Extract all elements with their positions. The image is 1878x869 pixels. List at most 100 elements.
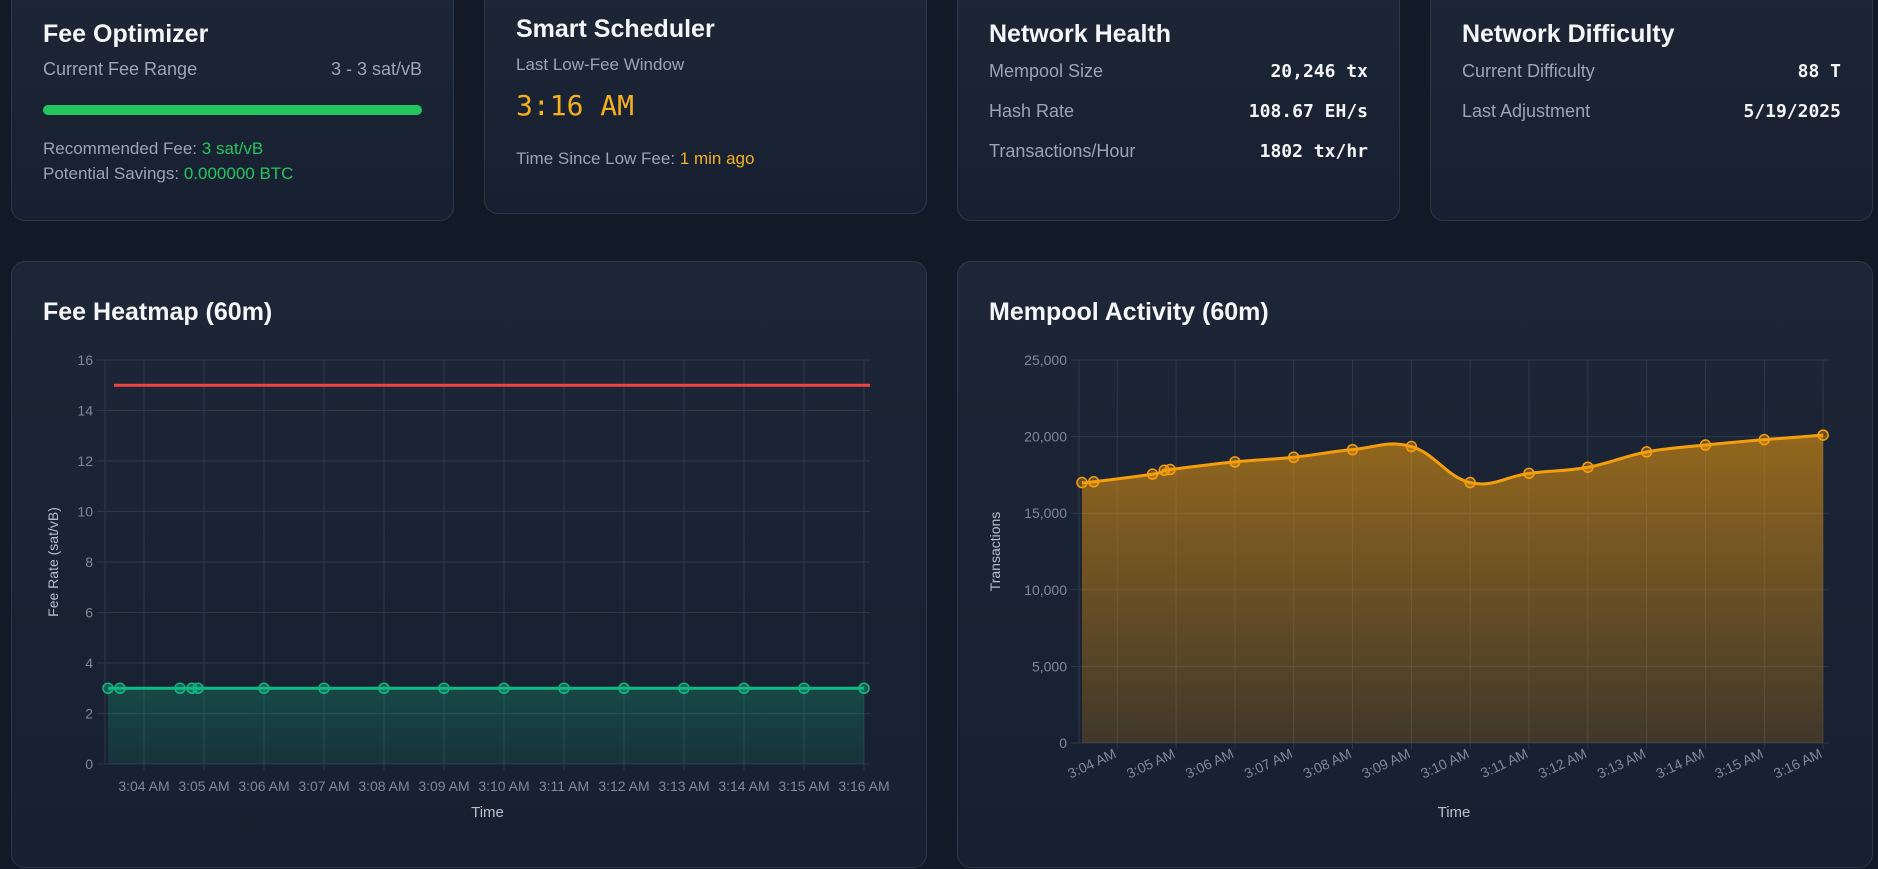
metric-value: 5/19/2025 — [1743, 101, 1841, 122]
x-axis-title: Time — [471, 804, 504, 821]
data-point — [438, 682, 450, 694]
low-fee-window-label: Last Low-Fee Window — [516, 55, 685, 74]
fee-range-bar — [43, 105, 422, 115]
card-title: Network Difficulty — [1462, 20, 1675, 48]
data-point — [1523, 467, 1535, 480]
y-tick-label: 4 — [85, 655, 93, 671]
data-point — [1699, 439, 1712, 451]
x-tick-label: 3:04 AM — [118, 778, 169, 794]
x-tick-label: 3:09 AM — [1359, 745, 1412, 781]
card-title: Mempool Activity (60m) — [989, 298, 1269, 326]
data-point — [192, 682, 204, 694]
y-tick-label: 12 — [77, 453, 93, 469]
data-point — [1287, 451, 1300, 464]
metric-label: Transactions/Hour — [989, 141, 1136, 161]
x-tick-label: 3:16 AM — [1771, 745, 1824, 781]
data-point — [1464, 476, 1476, 489]
x-tick-label: 3:09 AM — [418, 778, 469, 794]
y-tick-label: 6 — [85, 605, 93, 621]
x-tick-label: 3:15 AM — [1712, 745, 1765, 781]
x-tick-label: 3:12 AM — [598, 778, 649, 794]
data-point — [1229, 456, 1241, 468]
x-tick-label: 3:12 AM — [1536, 745, 1589, 781]
x-axis-title: Time — [1438, 804, 1471, 821]
x-tick-label: 3:07 AM — [1242, 745, 1295, 781]
y-axis-title: Transactions — [987, 512, 1003, 592]
fee-heatmap-card: Fee Heatmap (60m) 0 2 4 6 8 10 12 14 16 3:04 AM 3:… — [11, 261, 927, 868]
fee-range-bar-fill — [43, 105, 422, 115]
x-tick-label: 3:10 AM — [1418, 745, 1471, 781]
recommended-fee-label: Recommended Fee: — [43, 139, 198, 158]
potential-savings-value: 0.000000 BTC — [183, 164, 294, 183]
series-area — [1081, 435, 1824, 743]
y-tick-label: 20,000 — [1024, 429, 1067, 445]
y-tick-label: 15,000 — [1024, 505, 1067, 521]
metric-value: 88 T — [1797, 61, 1841, 82]
x-tick-label: 3:08 AM — [358, 778, 409, 794]
data-point — [174, 682, 186, 694]
metric-value: 1802 tx/hr — [1259, 141, 1368, 162]
y-tick-label: 8 — [85, 554, 93, 570]
mempool-activity-card: Mempool Activity (60m) 0 5,000 10,000 15,00… — [957, 261, 1873, 868]
data-point — [678, 682, 690, 694]
data-point — [114, 682, 126, 694]
y-tick-label: 10,000 — [1024, 582, 1067, 598]
fee-optimizer-card: Fee Optimizer Current Fee Range 3 - 3 sa… — [11, 0, 454, 221]
x-tick-label: 3:06 AM — [238, 778, 289, 794]
x-tick-label: 3:11 AM — [539, 778, 589, 794]
y-axis-title: Fee Rate (sat/vB) — [45, 507, 61, 617]
x-tick-label: 3:15 AM — [778, 778, 829, 794]
fee-range-label: Current Fee Range — [43, 59, 198, 79]
x-tick-label: 3:10 AM — [478, 778, 529, 794]
metric-label: Last Adjustment — [1462, 101, 1591, 121]
x-tick-label: 3:05 AM — [1124, 745, 1177, 781]
time-since-low-fee-value: 1 min ago — [679, 149, 755, 168]
x-tick-label: 3:14 AM — [718, 778, 769, 794]
metric-label: Mempool Size — [989, 61, 1104, 81]
data-point — [102, 682, 114, 694]
data-point — [378, 682, 390, 694]
y-tick-label: 25,000 — [1024, 352, 1067, 368]
metric-label: Hash Rate — [989, 101, 1075, 121]
data-point — [1582, 461, 1594, 473]
x-tick-label: 3:13 AM — [1595, 745, 1648, 781]
y-tick-label: 0 — [85, 756, 93, 772]
data-point — [1076, 476, 1088, 489]
y-tick-label: 16 — [77, 352, 93, 368]
y-tick-label: 10 — [77, 504, 93, 520]
data-point — [858, 682, 870, 694]
card-title: Smart Scheduler — [516, 15, 715, 43]
y-tick-label: 5,000 — [1032, 658, 1067, 674]
metric-label: Current Difficulty — [1462, 61, 1595, 81]
x-tick-label: 3:07 AM — [298, 778, 349, 794]
metric-value: 20,246 tx — [1270, 61, 1368, 82]
y-tick-label: 2 — [85, 706, 93, 722]
y-tick-label: 0 — [1059, 735, 1067, 751]
data-point — [1405, 440, 1418, 453]
data-point — [1087, 476, 1100, 488]
time-since-low-fee-label: Time Since Low Fee: — [516, 149, 676, 168]
series-area — [108, 688, 864, 764]
potential-savings-label: Potential Savings: — [43, 164, 180, 183]
card-title: Fee Optimizer — [43, 20, 209, 48]
series-line — [1081, 433, 1824, 486]
x-tick-label: 3:11 AM — [1478, 745, 1530, 781]
smart-scheduler-card: Smart Scheduler Last Low-Fee Window 3:16… — [484, 0, 927, 214]
x-tick-label: 3:05 AM — [178, 778, 229, 794]
network-difficulty-card: Network Difficulty Current Difficulty 88… — [1430, 0, 1873, 221]
fee-range-value: 3 - 3 sat/vB — [330, 59, 422, 79]
card-title: Network Health — [989, 20, 1171, 48]
x-tick-label: 3:08 AM — [1300, 745, 1353, 781]
data-point — [1758, 433, 1771, 446]
data-point — [1146, 468, 1159, 480]
data-point — [1817, 429, 1829, 441]
fee-heatmap-chart: 0 2 4 6 8 10 12 14 16 3:04 AM 3:05 AM 3:06 AM 3:07 A… — [45, 352, 890, 821]
recommended-fee-value: 3 sat/vB — [201, 139, 264, 158]
card-title: Fee Heatmap (60m) — [43, 298, 273, 326]
y-tick-label: 14 — [77, 403, 93, 419]
x-tick-label: 3:14 AM — [1653, 745, 1706, 781]
data-point — [318, 682, 330, 694]
data-point — [1346, 443, 1359, 456]
network-health-card: Network Health Mempool Size 20,246 tx Ha… — [957, 0, 1400, 221]
low-fee-window-time: 3:16 AM — [516, 89, 635, 122]
